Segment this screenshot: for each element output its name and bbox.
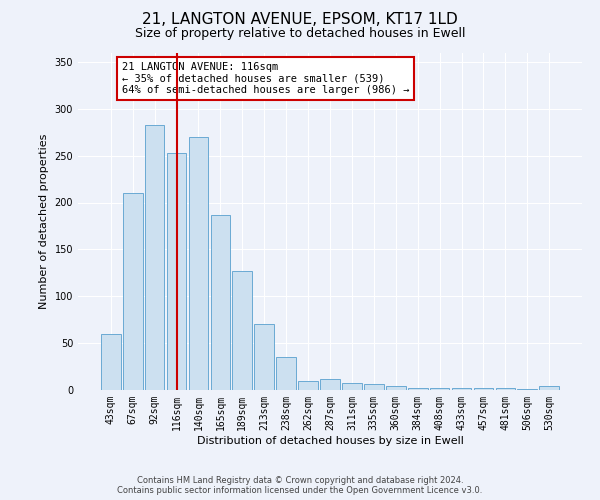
Text: Size of property relative to detached houses in Ewell: Size of property relative to detached ho…: [135, 28, 465, 40]
Bar: [364, 384, 384, 390]
Bar: [320, 379, 340, 390]
Bar: [496, 388, 515, 390]
Bar: [232, 271, 252, 390]
Bar: [254, 324, 274, 390]
Text: Contains HM Land Registry data © Crown copyright and database right 2024.
Contai: Contains HM Land Registry data © Crown c…: [118, 476, 482, 495]
Bar: [452, 388, 472, 390]
Bar: [123, 193, 143, 390]
Bar: [517, 389, 537, 390]
Bar: [145, 124, 164, 390]
Bar: [167, 153, 187, 390]
Bar: [342, 384, 362, 390]
X-axis label: Distribution of detached houses by size in Ewell: Distribution of detached houses by size …: [197, 436, 463, 446]
Text: 21, LANGTON AVENUE, EPSOM, KT17 1LD: 21, LANGTON AVENUE, EPSOM, KT17 1LD: [142, 12, 458, 28]
Bar: [473, 388, 493, 390]
Bar: [408, 388, 428, 390]
Bar: [211, 214, 230, 390]
Text: 21 LANGTON AVENUE: 116sqm
← 35% of detached houses are smaller (539)
64% of semi: 21 LANGTON AVENUE: 116sqm ← 35% of detac…: [122, 62, 409, 95]
Bar: [430, 388, 449, 390]
Bar: [188, 137, 208, 390]
Y-axis label: Number of detached properties: Number of detached properties: [39, 134, 49, 309]
Bar: [539, 386, 559, 390]
Bar: [276, 357, 296, 390]
Bar: [298, 380, 318, 390]
Bar: [386, 386, 406, 390]
Bar: [101, 334, 121, 390]
